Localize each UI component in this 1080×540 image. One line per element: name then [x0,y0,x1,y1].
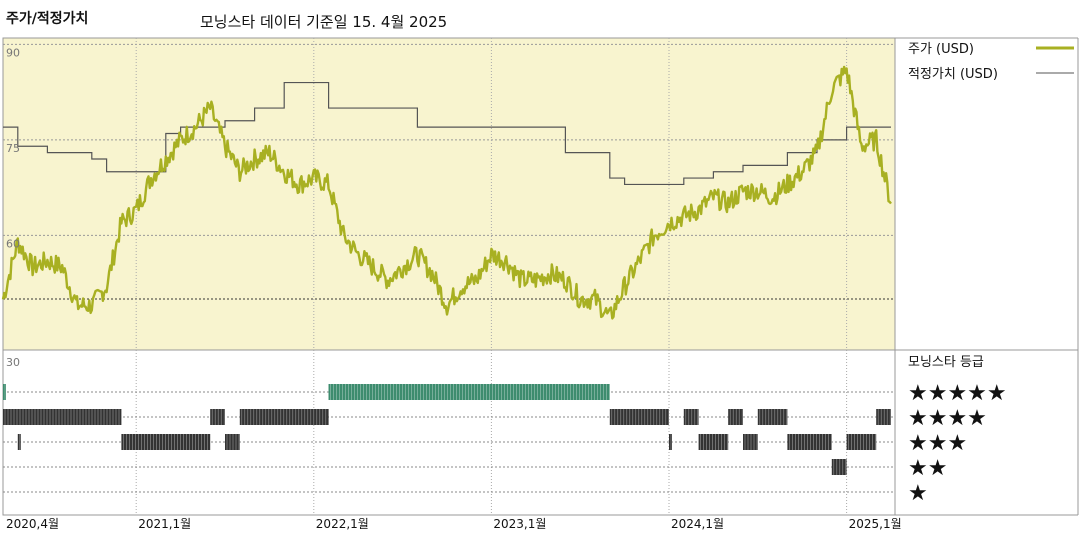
rating-layer [3,384,891,475]
x-tick-label: 2025,1월 [849,517,902,531]
rating-bar-4-star [239,409,329,425]
rating-axis-label: 30 [6,356,20,369]
x-tick-label: 2024,1월 [671,517,724,531]
chart-title: 주가/적정가치 [6,11,89,27]
rating-5-stars-label: ★★★★★ [908,381,1007,406]
rating-bar-4-star [757,409,788,425]
rating-panel-background [2,349,896,516]
x-tick-label: 2021,1월 [138,517,191,531]
rating-4-stars-label: ★★★★ [908,406,987,431]
legend-price-label: 주가 (USD) [908,42,974,57]
price-layer [1,65,892,320]
legend-rating-label: 모닝스타 등급 [908,355,984,370]
rating-bar-3-star [698,434,729,450]
label-layer: 90 75 60 2020,4월 2021,1월 2022,1월 2023,1월 2024,1… [6,46,902,531]
chart-subtitle: 모닝스타 데이터 기준일 15. 4월 2025 [200,13,448,31]
rating-bar-3-star [846,434,877,450]
fair-value-line [3,81,891,186]
rating-bar-3-star [17,434,21,450]
x-tick-label: 2020,4월 [6,517,59,531]
rating-1-star-label: ★ [908,481,928,506]
y-tick-label: 75 [6,142,20,155]
x-tick-label: 2022,1월 [316,517,369,531]
fair-value-layer [3,81,891,186]
rating-bar-4-star [609,409,669,425]
x-tick-label: 2023,1월 [493,517,546,531]
rating-bar-5-star [3,384,6,400]
y-tick-label: 60 [6,237,20,250]
rating-3-stars-label: ★★★ [908,431,967,456]
rating-2-stars-label: ★★ [908,456,947,481]
rating-bar-5-star [328,384,610,400]
rating-bar-3-star [121,434,211,450]
y-tick-label: 90 [6,46,20,59]
rating-bar-3-star [669,434,672,450]
legend-fair-value-label: 적정가치 (USD) [908,67,998,82]
price-line [1,65,892,320]
